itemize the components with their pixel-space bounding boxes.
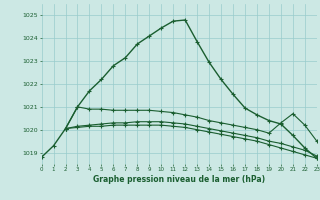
X-axis label: Graphe pression niveau de la mer (hPa): Graphe pression niveau de la mer (hPa) [93, 175, 265, 184]
